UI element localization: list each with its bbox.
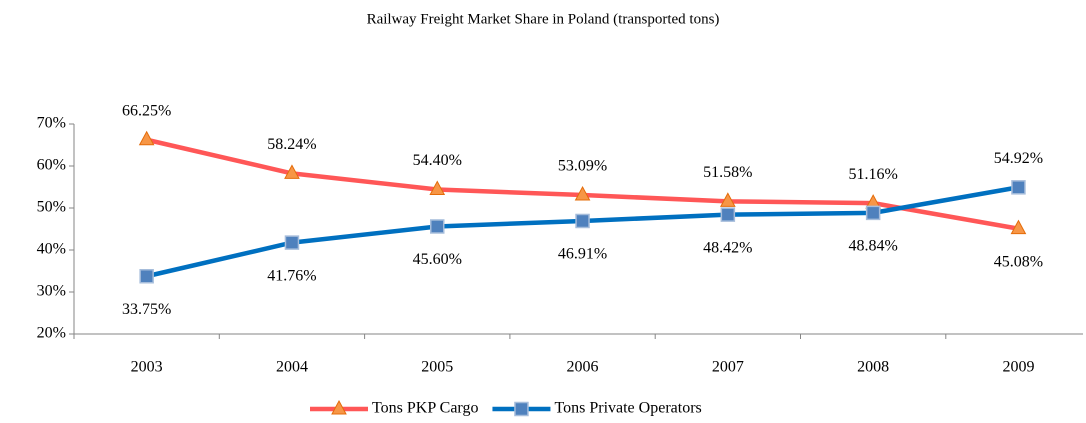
y-tick-label: 50% (37, 199, 66, 216)
data-label: 54.92% (994, 150, 1043, 167)
marker (720, 192, 736, 207)
y-tick-label: 60% (37, 157, 66, 174)
marker (139, 269, 154, 284)
x-tick-label: 2006 (567, 359, 599, 376)
marker (514, 401, 529, 417)
y-tick-label: 30% (37, 283, 66, 300)
marker (1010, 219, 1027, 235)
x-tick-label: 2005 (421, 359, 453, 376)
data-label: 33.75% (122, 301, 171, 318)
legend-item: Tons PKP Cargo (310, 400, 478, 417)
data-label: 54.40% (413, 152, 462, 169)
y-tick-label: 40% (37, 241, 66, 258)
data-label: 45.60% (413, 251, 462, 268)
x-tick-label: 2004 (276, 359, 308, 376)
x-tick-label: 2009 (1002, 359, 1034, 376)
data-label: 48.84% (848, 238, 897, 255)
data-label: 41.76% (267, 267, 316, 284)
y-tick-label: 20% (37, 325, 66, 342)
marker (865, 205, 881, 221)
x-tick-label: 2003 (131, 359, 163, 376)
data-label: 46.91% (558, 246, 607, 263)
legend-label: Tons Private Operators (554, 400, 701, 417)
marker (574, 185, 591, 201)
marker (1011, 180, 1026, 195)
marker (331, 399, 347, 415)
marker (429, 180, 446, 196)
marker (138, 130, 155, 146)
legend-label: Tons PKP Cargo (372, 400, 478, 417)
data-label: 58.24% (267, 136, 316, 153)
series-line (146, 185, 1019, 279)
x-tick-label: 2008 (857, 359, 889, 376)
data-label: 45.08% (994, 253, 1043, 270)
series (146, 185, 1019, 279)
marker (284, 164, 300, 179)
data-label: 51.58% (703, 164, 752, 181)
marker (575, 213, 590, 229)
data-label: 48.42% (703, 239, 752, 256)
chart-title: Railway Freight Market Share in Poland (… (367, 11, 720, 27)
marker (720, 207, 736, 222)
data-label: 51.16% (848, 166, 897, 183)
y-tick-label: 70% (37, 115, 66, 132)
data-label: 53.09% (558, 158, 607, 175)
legend-item: Tons Private Operators (492, 400, 702, 417)
x-tick-label: 2007 (712, 359, 744, 376)
data-label: 66.25% (122, 102, 171, 119)
marker (284, 235, 300, 250)
marker (430, 219, 445, 234)
